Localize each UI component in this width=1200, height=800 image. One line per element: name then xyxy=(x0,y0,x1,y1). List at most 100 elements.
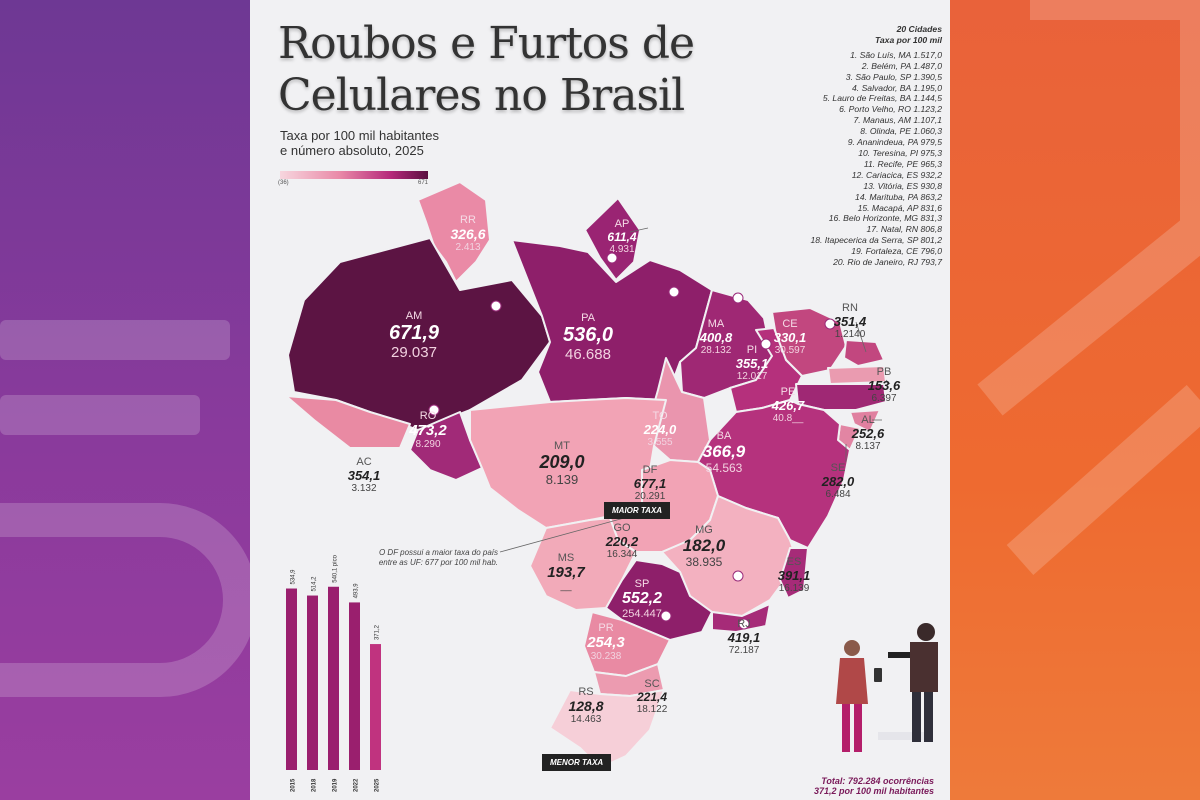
state-label-ce: CE 330,1 30.597 xyxy=(750,318,830,356)
city-marker-1 xyxy=(732,292,744,304)
state-absolute: 3.555 xyxy=(647,437,673,448)
city-marker-2 xyxy=(668,286,680,298)
state-rate: 209,0 xyxy=(539,452,585,472)
state-rate: 426,7 xyxy=(771,398,805,413)
bar-2018 xyxy=(307,595,318,770)
color-scale-bar xyxy=(280,171,428,179)
state-label-rr: RR 326,6 2.413 xyxy=(428,214,508,253)
left-background xyxy=(0,0,250,800)
ranking-item: 7. Manaus, AM 1.107,1 xyxy=(853,115,942,126)
state-ro xyxy=(409,411,483,481)
state-code: PR xyxy=(598,622,614,634)
ranking-item: 11. Recife, PE 965,3 xyxy=(863,158,942,169)
ranking-item: 12. Cariacica, ES 932,2 xyxy=(851,169,942,180)
state-code: MT xyxy=(554,440,570,452)
state-label-ro: RO 473,2 8.290 xyxy=(388,410,468,451)
state-rate: 536,0 xyxy=(562,324,614,346)
state-code: GO xyxy=(613,522,631,534)
state-rate: 354,1 xyxy=(347,468,381,483)
state-absolute: 8.139 xyxy=(545,472,579,487)
state-code: PE xyxy=(780,386,796,398)
city-ranking: 20 Cidades Taxa por 100 mil 1. São Luís,… xyxy=(772,24,942,268)
ranking-item: 4. Salvador, BA 1.195,0 xyxy=(852,82,942,93)
ranking-item: 18. Itapecerica da Serra, SP 801,2 xyxy=(810,235,942,246)
state-rate: 473,2 xyxy=(409,422,447,439)
state-code: RR xyxy=(460,214,476,226)
state-rate: 552,2 xyxy=(621,590,663,607)
state-absolute: 30.597 xyxy=(774,345,806,356)
ranking-item: 13. Vitória, ES 930,8 xyxy=(863,180,942,191)
bar-value-label: 534,9 xyxy=(291,569,297,585)
state-label-pi: PI 355,1 12.017 xyxy=(712,344,792,382)
state-code: AL xyxy=(861,414,875,426)
state-rate: 611,4 xyxy=(607,230,637,244)
infographic-panel: Roubos e Furtos de Celulares no Brasil T… xyxy=(250,0,950,800)
state-rate: 224,0 xyxy=(643,422,677,437)
city-marker-19 xyxy=(824,318,836,330)
state-absolute: 40.8__ xyxy=(772,413,804,424)
ranking-item: 2. Belém, PA 1.487,0 xyxy=(861,60,942,71)
state-rate: 355,1 xyxy=(735,356,769,371)
state-code: CE xyxy=(782,318,798,330)
total-summary: Total: 792.284 ocorrências 371,2 por 100… xyxy=(813,776,934,796)
state-code: RS xyxy=(578,686,594,698)
state-label-rn: RN 351,4 1.2140 xyxy=(810,302,890,340)
state-absolute: 16.139 xyxy=(778,583,810,594)
state-code: ES xyxy=(786,556,802,568)
state-code: PA xyxy=(581,312,595,324)
state-label-am: AM 671,9 29.037 xyxy=(374,310,454,361)
state-code: MG xyxy=(695,524,713,536)
state-label-se: SE 282,0 6.484 xyxy=(798,462,878,500)
leader-line-pb xyxy=(885,379,891,385)
state-rate: 128,8 xyxy=(568,698,604,714)
state-code: SP xyxy=(634,578,650,590)
state-label-mg: MG 182,0 38.935 xyxy=(664,524,744,569)
bar-value-label: 514,2 xyxy=(312,576,318,592)
state-code: MS xyxy=(557,552,575,564)
state-pb xyxy=(827,365,887,385)
right-decorative-shape xyxy=(977,0,1200,575)
total-rate: 371,2 por 100 mil habitantes xyxy=(813,785,934,796)
ranking-item: 6. Porto Velho, RO 1.123,2 xyxy=(839,104,942,115)
bar-2015 xyxy=(286,588,297,770)
state-absolute: 6.484 xyxy=(825,489,851,500)
scale-min-label: (36) xyxy=(278,180,289,186)
state-rate: 252,6 xyxy=(851,426,885,441)
state-code: BA xyxy=(716,430,732,442)
ranking-item: 8. Olinda, PE 1.060,3 xyxy=(860,126,942,137)
state-absolute: 29.037 xyxy=(391,344,437,361)
state-absolute: 72.187 xyxy=(728,645,760,656)
state-label-to: TO 224,0 3.555 xyxy=(620,410,700,448)
state-code: PI xyxy=(746,344,758,356)
state-ap xyxy=(584,197,641,281)
robbery-illustration xyxy=(836,623,938,752)
state-code: AM xyxy=(405,310,423,322)
state-absolute: 28.132 xyxy=(700,345,732,356)
state-code: AP xyxy=(614,218,630,230)
bar-2019 xyxy=(328,586,339,770)
state-label-pe: PE 426,7 40.8__ xyxy=(748,386,828,424)
city-marker-20 xyxy=(738,618,750,630)
state-code: SE xyxy=(830,462,846,474)
ranking-header-1: 20 Cidades xyxy=(896,24,942,34)
state-rate: 330,1 xyxy=(773,330,807,345)
state-rate: 193,7 xyxy=(547,564,585,581)
state-absolute: 30.238 xyxy=(590,651,622,662)
ranking-item: 5. Lauro de Freitas, BA 1.144,5 xyxy=(822,93,942,104)
state-code: RO xyxy=(419,410,437,422)
state-code: DF xyxy=(642,464,658,476)
state-label-sc: SC 221,4 18.122 xyxy=(612,678,692,715)
state-absolute: 8.290 xyxy=(415,439,441,450)
state-code: PB xyxy=(876,366,892,378)
state-code: RJ xyxy=(737,618,751,630)
state-es xyxy=(779,547,809,599)
bar-2022 xyxy=(349,602,360,770)
state-absolute: 46.688 xyxy=(565,346,611,363)
state-label-al: AL 252,6 8.137 xyxy=(828,414,908,452)
subtitle-line-2: e número absoluto, 2025 xyxy=(280,143,424,158)
state-rate: 419,1 xyxy=(727,630,761,645)
state-absolute: 2.413 xyxy=(455,242,481,253)
ranking-header-2: Taxa por 100 mil xyxy=(874,34,942,45)
scale-max-label: 671 xyxy=(418,180,429,186)
state-code: MA xyxy=(707,318,725,330)
